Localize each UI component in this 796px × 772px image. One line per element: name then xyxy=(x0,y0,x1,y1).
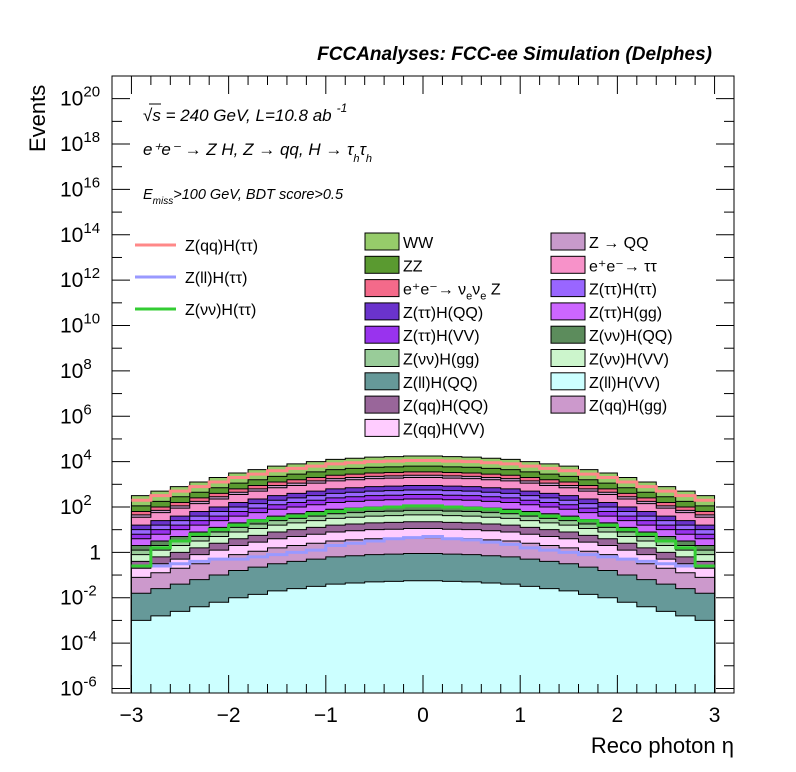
legend-signal-label: Z(νν)H(ττ) xyxy=(185,302,256,319)
legend-swatch xyxy=(364,418,400,437)
x-axis-label: Reco photon η xyxy=(591,733,734,758)
svg-text:Emiss>100 GeV, BDT score>0.5: Emiss>100 GeV, BDT score>0.5 xyxy=(143,187,344,207)
legend-label: Z(ττ)H(QQ) xyxy=(403,305,483,322)
legend-swatch xyxy=(364,395,400,414)
legend-label: e⁺e⁻→ νeνe Z xyxy=(403,282,501,303)
tau-subscript-2: h xyxy=(366,153,372,165)
legend-label: e⁺e⁻→ ττ xyxy=(589,258,657,275)
x-tick-label: 2 xyxy=(612,704,624,727)
tau-symbol-2: τ xyxy=(360,140,368,159)
y-tick-label: 1016 xyxy=(60,174,100,201)
process-annotation: e⁺e⁻ → Z H, Z → qq, H → τhτh xyxy=(143,140,372,165)
legend-swatch xyxy=(364,279,400,298)
cut-text: >100 GeV, BDT score>0.5 xyxy=(173,187,344,203)
cut-annotation: Emiss>100 GeV, BDT score>0.5 xyxy=(143,187,344,207)
y-tick-label: 10-4 xyxy=(60,628,97,655)
tau-subscript-1: h xyxy=(353,153,359,165)
x-tick-label: 3 xyxy=(709,704,721,727)
legend-swatch xyxy=(364,302,400,321)
cut-e-symbol: E xyxy=(143,187,153,203)
y-axis-label: Events xyxy=(25,85,50,152)
legend-label: Z(qq)H(VV) xyxy=(403,421,485,438)
legend-label: Z(νν)H(VV) xyxy=(589,352,669,369)
legend-label: Z(νν)H(gg) xyxy=(403,352,479,369)
legend-swatch xyxy=(364,349,400,367)
y-tick-label: 104 xyxy=(60,447,92,474)
y-tick-label: 1018 xyxy=(60,129,100,156)
legend-swatch xyxy=(550,302,586,321)
plot-area: −3 −2 −1 0 1 2 3 10-6 10-4 10-2 1 102 104 106 108 1010 1… xyxy=(60,75,735,727)
signal-line-z-h- xyxy=(131,504,715,568)
legend-signal-label: Z(ll)H(ττ) xyxy=(185,270,247,287)
stack-z-ll-h-vv- xyxy=(130,580,716,694)
legend-swatch xyxy=(364,372,400,391)
y-tick-label: 10-6 xyxy=(60,673,97,700)
legend-swatch xyxy=(364,232,400,251)
legend: Z(qq)H(ττ) Z(ll)H(ττ) Z(νν)H(ττ) WW ZZ e⁺e⁻→ … xyxy=(135,232,673,438)
legend-swatch xyxy=(550,349,586,367)
y-tick-label: 1012 xyxy=(60,265,100,292)
legend-swatch xyxy=(364,325,400,344)
sqrt-s-label: √s xyxy=(143,106,161,125)
y-tick-label: 1010 xyxy=(60,311,100,338)
legend-label: ZZ xyxy=(403,258,423,275)
legend-label: WW xyxy=(403,235,434,252)
legend-swatch xyxy=(550,372,586,391)
legend-label: Z(ττ)H(gg) xyxy=(589,305,662,322)
y-tick-label: 106 xyxy=(60,401,92,428)
y-tick-label: 10-2 xyxy=(60,583,97,610)
energy-lumi-text: = 240 GeV, L=10.8 ab xyxy=(161,106,332,125)
legend-signal-label: Z(qq)H(ττ) xyxy=(185,238,258,255)
svg-text:e⁺e⁻ → Z H, Z → qq, H → τhτh: e⁺e⁻ → Z H, Z → qq, H → τhτh xyxy=(143,140,372,165)
legend-label: Z(ll)H(QQ) xyxy=(403,375,478,392)
y-tick-label: 108 xyxy=(60,356,92,383)
x-tick-label: −3 xyxy=(119,704,143,727)
legend-swatch xyxy=(550,325,586,344)
legend-label: Z → QQ xyxy=(589,235,649,252)
legend-swatch xyxy=(550,232,586,251)
stacked-histograms xyxy=(130,455,716,694)
legend-label: Z(qq)H(gg) xyxy=(589,398,667,415)
legend-label: Z(νν)H(QQ) xyxy=(589,328,673,345)
y-tick-label: 102 xyxy=(60,492,92,519)
svg-text:√s = 240 GeV, L=10.8 ab-1: √s = 240 GeV, L=10.8 ab -1 xyxy=(143,101,347,125)
x-tick-label: 1 xyxy=(514,704,526,727)
legend-swatch xyxy=(550,255,586,274)
chart-title: FCCAnalyses: FCC-ee Simulation (Delphes) xyxy=(317,44,712,65)
x-tick-label: −2 xyxy=(217,704,241,727)
lumi-exponent: -1 xyxy=(337,101,348,115)
y-tick-label: 1020 xyxy=(60,84,100,111)
y-tick-label: 1014 xyxy=(60,220,100,247)
signal-line-z-ll-h- xyxy=(131,534,715,568)
legend-label: Z(qq)H(QQ) xyxy=(403,398,488,415)
x-tick-label: −1 xyxy=(314,704,338,727)
x-tick-label: 0 xyxy=(417,704,429,727)
y-tick-label: 1 xyxy=(89,541,101,564)
legend-swatch xyxy=(550,395,586,414)
signal-line-z-qq-h- xyxy=(131,458,715,502)
legend-label: Z(ττ)H(ττ) xyxy=(589,282,657,299)
legend-label: Z(ττ)H(VV) xyxy=(403,328,480,345)
cut-miss-subscript: miss xyxy=(153,196,174,207)
legend-swatch xyxy=(364,255,400,274)
legend-label: Z(ll)H(VV) xyxy=(589,375,660,392)
energy-lumi-annotation: √s = 240 GeV, L=10.8 ab -1 xyxy=(143,101,347,125)
legend-swatch xyxy=(550,279,586,298)
process-text: e⁺e⁻ → Z H, Z → qq, H → τ xyxy=(143,140,355,159)
signal-histograms xyxy=(131,458,715,568)
axes: −3 −2 −1 0 1 2 3 10-6 10-4 10-2 1 102 104 106 108 1010 1… xyxy=(60,75,735,727)
